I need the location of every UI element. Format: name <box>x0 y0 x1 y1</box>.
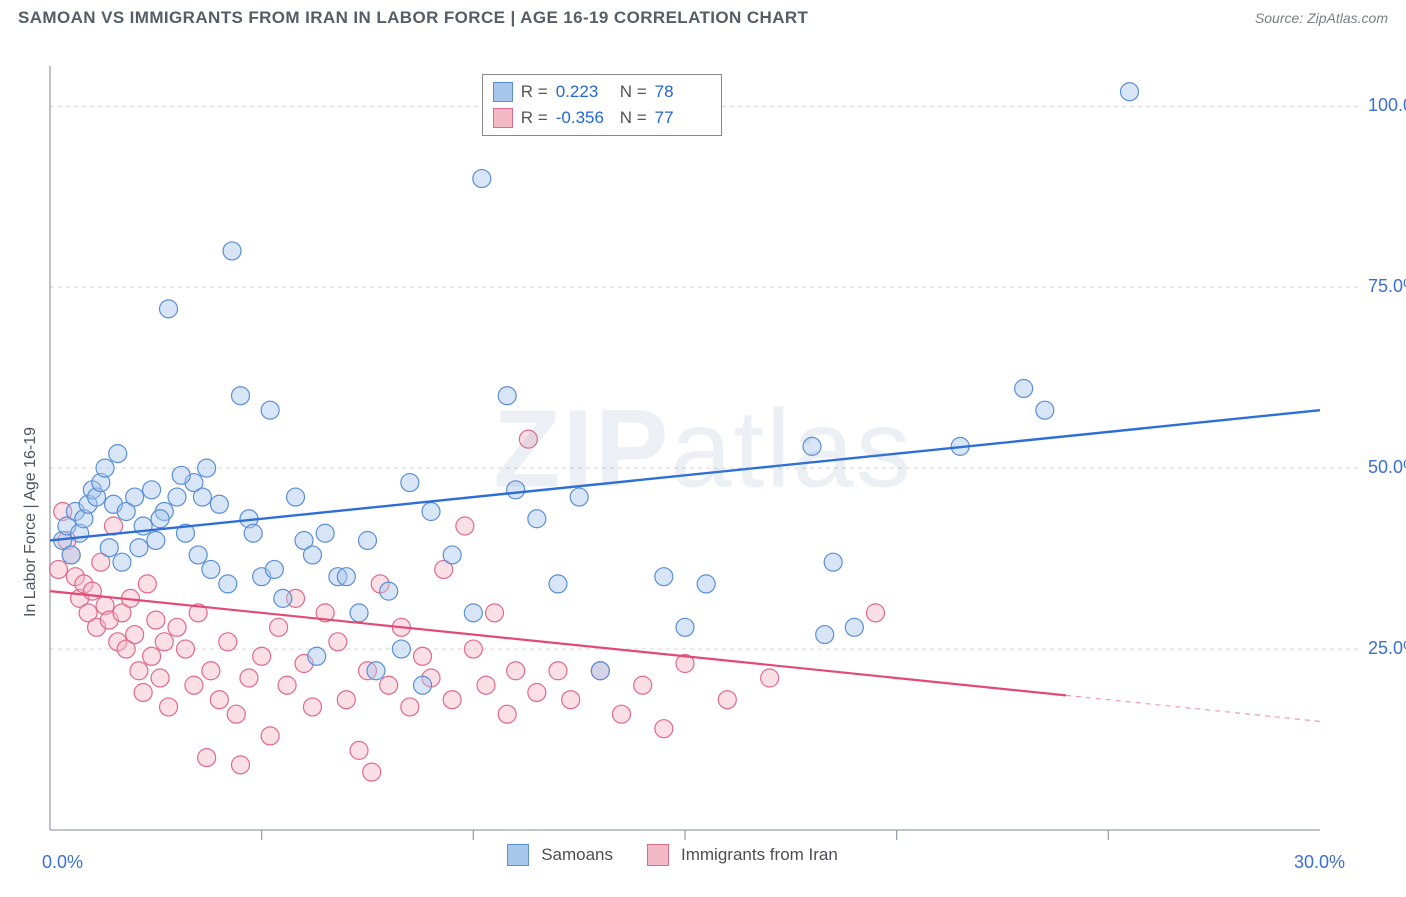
legend-label: Immigrants from Iran <box>681 845 838 865</box>
n-value: 78 <box>655 82 711 102</box>
r-label: R = <box>521 82 548 102</box>
correlation-row: R = 0.223 N = 78 <box>493 79 711 105</box>
y-tick-label: 100.0% <box>1368 95 1406 116</box>
n-value: 77 <box>655 108 711 128</box>
correlation-legend-box: R = 0.223 N = 78 R = -0.356 N = 77 <box>482 74 722 136</box>
series-legend: Samoans Immigrants from Iran <box>507 844 860 866</box>
chart-title: SAMOAN VS IMMIGRANTS FROM IRAN IN LABOR … <box>18 8 808 28</box>
n-label: N = <box>620 82 647 102</box>
n-label: N = <box>620 108 647 128</box>
legend-swatch <box>647 844 669 866</box>
r-value: -0.356 <box>556 108 612 128</box>
x-tick-label: 0.0% <box>42 852 83 873</box>
series-swatch <box>493 82 513 102</box>
scatter-chart <box>0 40 1406 892</box>
source-attribution: Source: ZipAtlas.com <box>1255 10 1388 26</box>
y-tick-label: 25.0% <box>1368 638 1406 659</box>
chart-container: ZIPatlas R =0.223N =78R =-0.356N =77 Sam… <box>0 40 1406 892</box>
legend-swatch <box>507 844 529 866</box>
y-tick-label: 50.0% <box>1368 457 1406 478</box>
correlation-row: R = -0.356 N = 77 <box>493 105 711 131</box>
r-value: 0.223 <box>556 82 612 102</box>
y-tick-label: 75.0% <box>1368 276 1406 297</box>
series-swatch <box>493 108 513 128</box>
y-axis-label: In Labor Force | Age 16-19 <box>22 427 40 617</box>
x-tick-label: 30.0% <box>1294 852 1345 873</box>
legend-label: Samoans <box>541 845 613 865</box>
r-label: R = <box>521 108 548 128</box>
